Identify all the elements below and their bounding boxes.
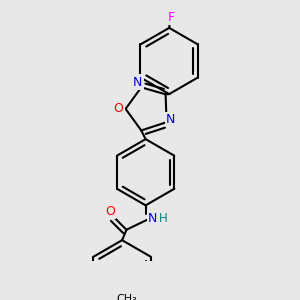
Text: H: H bbox=[159, 212, 167, 225]
Text: N: N bbox=[148, 212, 157, 225]
Text: CH₃: CH₃ bbox=[116, 294, 137, 300]
Text: O: O bbox=[105, 205, 115, 218]
Text: N: N bbox=[133, 76, 142, 88]
Text: O: O bbox=[114, 102, 124, 116]
Text: F: F bbox=[167, 11, 175, 24]
Text: N: N bbox=[166, 113, 176, 126]
